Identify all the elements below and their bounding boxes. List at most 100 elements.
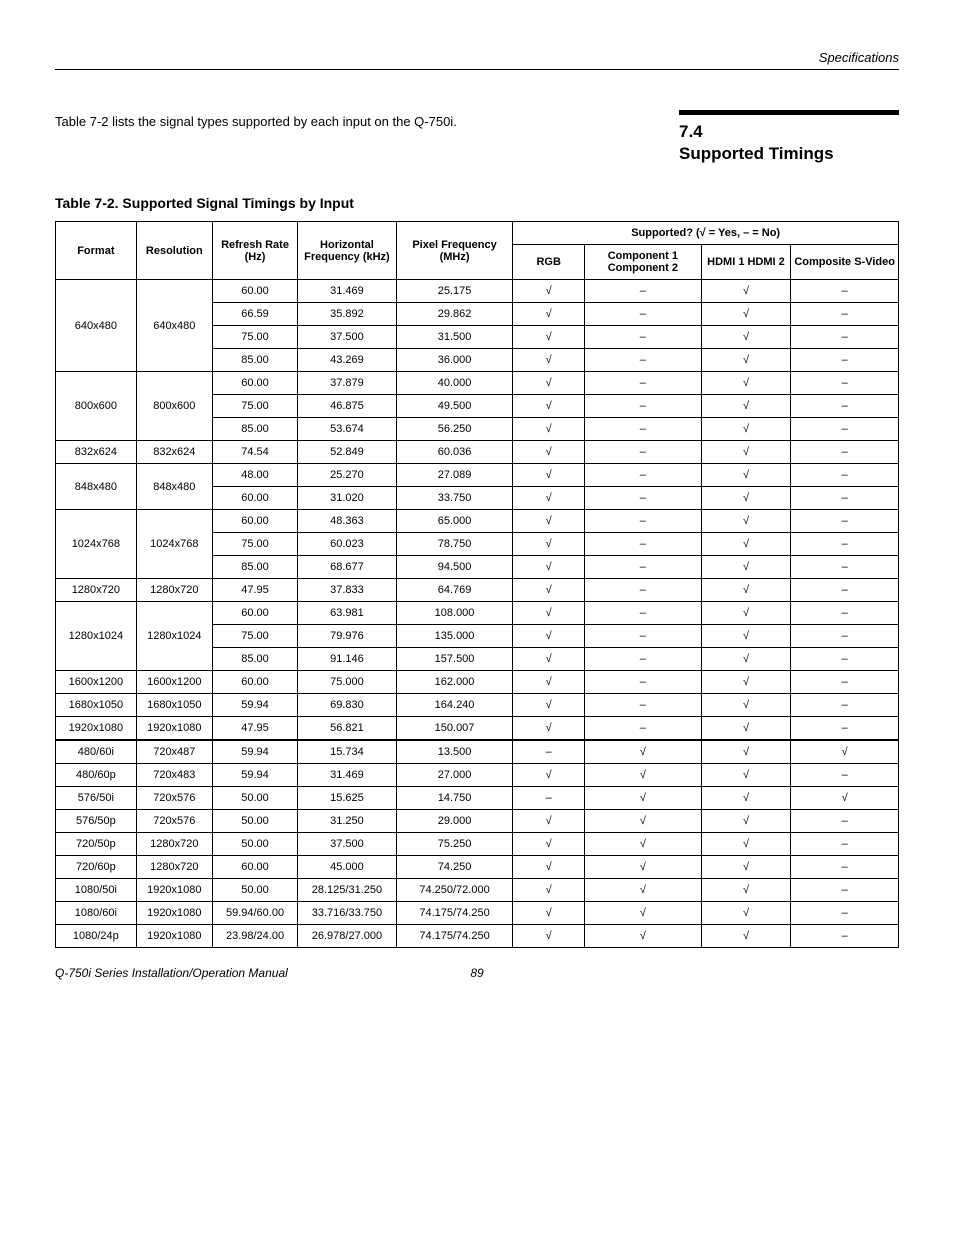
cell-comp: –	[585, 280, 702, 303]
cell-pfreq: 33.750	[396, 487, 513, 510]
cell-hdmi: √	[701, 625, 791, 648]
table-row: 1280x7201280x72047.9537.83364.769√–√–	[56, 579, 899, 602]
cell-pfreq: 49.500	[396, 395, 513, 418]
cell-comp: √	[585, 856, 702, 879]
table-row: 832x624832x62474.5452.84960.036√–√–	[56, 441, 899, 464]
cell-resolution: 640x480	[136, 280, 212, 372]
cell-hfreq: 46.875	[298, 395, 397, 418]
cell-refresh: 85.00	[212, 418, 297, 441]
cell-rgb: –	[513, 740, 585, 764]
cell-refresh: 48.00	[212, 464, 297, 487]
cell-svideo: –	[791, 879, 899, 902]
cell-hfreq: 60.023	[298, 533, 397, 556]
cell-comp: –	[585, 556, 702, 579]
cell-hfreq: 25.270	[298, 464, 397, 487]
cell-comp: √	[585, 740, 702, 764]
cell-pfreq: 25.175	[396, 280, 513, 303]
cell-svideo: –	[791, 533, 899, 556]
cell-svideo: –	[791, 418, 899, 441]
cell-hfreq: 75.000	[298, 671, 397, 694]
cell-hdmi: √	[701, 441, 791, 464]
cell-format: 480/60p	[56, 764, 137, 787]
cell-comp: √	[585, 833, 702, 856]
section-title: Supported Timings	[679, 143, 899, 165]
cell-svideo: –	[791, 648, 899, 671]
cell-hdmi: √	[701, 303, 791, 326]
cell-hdmi: √	[701, 787, 791, 810]
table-row: 720/60p1280x72060.0045.00074.250√√√–	[56, 856, 899, 879]
cell-rgb: √	[513, 925, 585, 948]
cell-hdmi: √	[701, 418, 791, 441]
cell-pfreq: 65.000	[396, 510, 513, 533]
cell-format: 848x480	[56, 464, 137, 510]
cell-resolution: 1280x720	[136, 579, 212, 602]
cell-hfreq: 37.879	[298, 372, 397, 395]
cell-rgb: √	[513, 441, 585, 464]
cell-rgb: √	[513, 303, 585, 326]
cell-resolution: 1024x768	[136, 510, 212, 579]
cell-pfreq: 78.750	[396, 533, 513, 556]
cell-pfreq: 36.000	[396, 349, 513, 372]
cell-refresh: 66.59	[212, 303, 297, 326]
cell-pfreq: 74.250	[396, 856, 513, 879]
cell-hdmi: √	[701, 464, 791, 487]
cell-refresh: 75.00	[212, 326, 297, 349]
col-rgb: RGB	[513, 245, 585, 280]
cell-comp: –	[585, 326, 702, 349]
cell-format: 832x624	[56, 441, 137, 464]
table-row: 576/50i720x57650.0015.62514.750–√√√	[56, 787, 899, 810]
cell-refresh: 85.00	[212, 349, 297, 372]
cell-pfreq: 13.500	[396, 740, 513, 764]
cell-format: 1600x1200	[56, 671, 137, 694]
cell-hfreq: 28.125/31.250	[298, 879, 397, 902]
cell-hfreq: 31.469	[298, 280, 397, 303]
col-refresh: Refresh Rate (Hz)	[212, 222, 297, 280]
cell-hdmi: √	[701, 579, 791, 602]
table-row: 1280x10241280x102460.0063.981108.000√–√–	[56, 602, 899, 625]
page: Specifications Table 7-2 lists the signa…	[0, 0, 954, 1010]
table-row: 1080/50i1920x108050.0028.125/31.25074.25…	[56, 879, 899, 902]
cell-refresh: 47.95	[212, 717, 297, 741]
cell-pfreq: 29.000	[396, 810, 513, 833]
cell-hdmi: √	[701, 326, 791, 349]
cell-rgb: √	[513, 395, 585, 418]
table-row: 720/50p1280x72050.0037.50075.250√√√–	[56, 833, 899, 856]
cell-svideo: –	[791, 810, 899, 833]
cell-svideo: –	[791, 510, 899, 533]
cell-svideo: –	[791, 717, 899, 741]
table-row: 1080/24p1920x108023.98/24.0026.978/27.00…	[56, 925, 899, 948]
cell-hdmi: √	[701, 648, 791, 671]
cell-svideo: –	[791, 694, 899, 717]
cell-resolution: 1280x1024	[136, 602, 212, 671]
cell-comp: –	[585, 464, 702, 487]
col-hfreq: Horizontal Frequency (kHz)	[298, 222, 397, 280]
cell-svideo: –	[791, 602, 899, 625]
cell-resolution: 1920x1080	[136, 925, 212, 948]
cell-comp: –	[585, 648, 702, 671]
cell-format: 720/60p	[56, 856, 137, 879]
cell-svideo: –	[791, 441, 899, 464]
cell-rgb: √	[513, 533, 585, 556]
cell-hfreq: 56.821	[298, 717, 397, 741]
table-row: 480/60p720x48359.9431.46927.000√√√–	[56, 764, 899, 787]
cell-resolution: 720x576	[136, 810, 212, 833]
cell-refresh: 59.94/60.00	[212, 902, 297, 925]
cell-comp: –	[585, 625, 702, 648]
cell-refresh: 75.00	[212, 533, 297, 556]
cell-hfreq: 79.976	[298, 625, 397, 648]
cell-pfreq: 74.175/74.250	[396, 902, 513, 925]
cell-rgb: √	[513, 671, 585, 694]
cell-comp: –	[585, 717, 702, 741]
cell-hdmi: √	[701, 372, 791, 395]
col-format: Format	[56, 222, 137, 280]
cell-rgb: √	[513, 487, 585, 510]
cell-resolution: 1920x1080	[136, 879, 212, 902]
cell-rgb: √	[513, 418, 585, 441]
cell-svideo: –	[791, 326, 899, 349]
cell-hdmi: √	[701, 510, 791, 533]
cell-hfreq: 48.363	[298, 510, 397, 533]
cell-svideo: –	[791, 764, 899, 787]
cell-pfreq: 164.240	[396, 694, 513, 717]
cell-refresh: 75.00	[212, 395, 297, 418]
cell-pfreq: 27.089	[396, 464, 513, 487]
